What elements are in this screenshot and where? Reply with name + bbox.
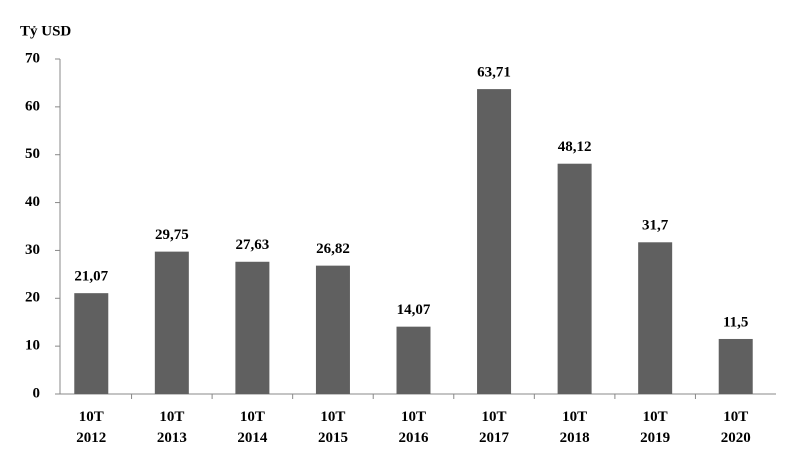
y-tick-label: 20 (25, 290, 40, 306)
value-label: 31,7 (642, 218, 669, 234)
value-label: 29,75 (155, 227, 189, 243)
bar (477, 89, 512, 394)
value-label: 63,71 (477, 65, 511, 81)
x-tick-label: 10T 2019 (640, 409, 670, 446)
bar (315, 265, 350, 394)
y-tick-label: 70 (25, 50, 40, 66)
y-tick-label: 40 (25, 194, 40, 210)
y-axis-label: Tỷ USD (20, 23, 71, 39)
x-tick-label: 10T 2013 (157, 409, 187, 446)
x-tick-label: 10T 2020 (721, 409, 751, 446)
bar (396, 326, 431, 394)
value-label: 21,07 (74, 269, 108, 285)
bar (235, 261, 270, 394)
x-tick-label: 10T 2016 (399, 409, 430, 446)
y-tick-label: 60 (25, 98, 40, 114)
y-tick-label: 30 (25, 242, 40, 258)
x-tick-label: 10T 2012 (76, 409, 106, 446)
y-tick-label: 10 (25, 338, 40, 354)
y-tick-label: 50 (25, 146, 40, 162)
bar (557, 163, 592, 394)
value-label: 26,82 (316, 241, 350, 257)
x-tick-label: 10T 2017 (479, 409, 510, 446)
value-label: 48,12 (558, 139, 592, 155)
x-tick-label: 10T 2018 (560, 409, 590, 446)
value-label: 27,63 (236, 237, 270, 253)
bar (718, 338, 753, 394)
bar (74, 293, 109, 394)
bar (638, 242, 673, 394)
value-label: 11,5 (723, 314, 748, 330)
x-tick-label: 10T 2015 (318, 409, 348, 446)
value-label: 14,07 (397, 302, 431, 318)
bar (154, 251, 189, 394)
x-tick-label: 10T 2014 (237, 409, 268, 446)
y-tick-label: 0 (33, 385, 41, 401)
